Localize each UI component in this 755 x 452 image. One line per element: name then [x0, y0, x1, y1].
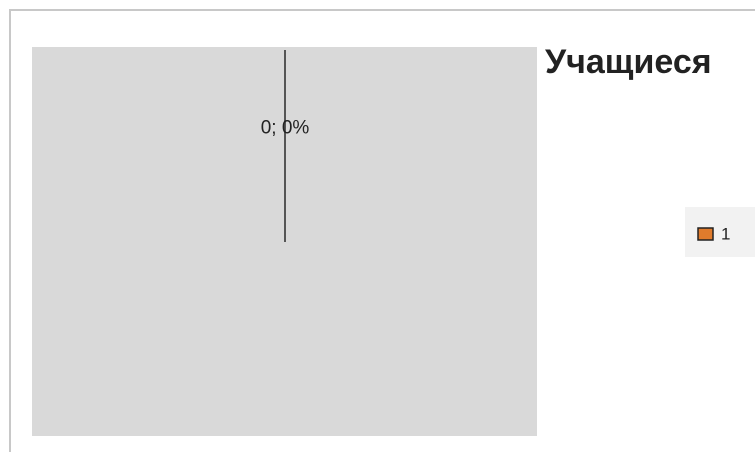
chart-title: Учащиеся: [545, 43, 712, 81]
data-label: 0; 0%: [261, 118, 310, 139]
legend-swatch: [697, 227, 714, 241]
legend: [685, 207, 755, 257]
legend-label: 1: [721, 224, 730, 243]
